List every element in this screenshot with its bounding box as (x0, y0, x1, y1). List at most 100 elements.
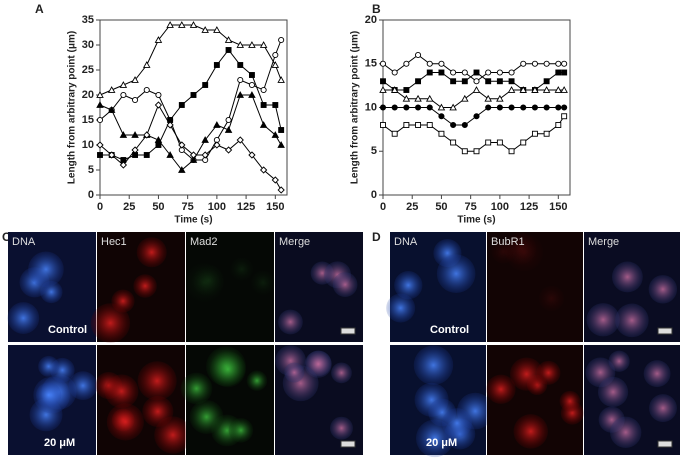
panel-label: A (35, 2, 44, 16)
point (379, 86, 387, 93)
point (201, 26, 209, 33)
point (519, 86, 528, 93)
point (120, 91, 127, 99)
point (131, 76, 139, 83)
x-tick-label: 75 (465, 201, 477, 213)
cell-blob (612, 261, 643, 293)
point (189, 151, 198, 159)
x-tick-label: 25 (406, 201, 418, 213)
point (461, 78, 468, 85)
point (213, 141, 221, 149)
cell-blob (142, 395, 174, 428)
micrograph: BubR1 (487, 232, 583, 342)
point (415, 51, 422, 59)
plot-frame (99, 19, 288, 196)
point (132, 96, 139, 104)
point (237, 62, 244, 68)
point (437, 103, 446, 111)
cell-blob (648, 275, 678, 304)
cell-blob (394, 271, 423, 300)
point (403, 104, 410, 111)
cell-blob (608, 350, 630, 372)
column-label: Merge (279, 236, 310, 248)
micrograph (8, 345, 98, 455)
cell-blob (538, 285, 565, 312)
point (450, 139, 457, 146)
series (379, 51, 568, 85)
column-label: Mad2 (190, 236, 218, 248)
cell-blob (331, 362, 352, 384)
cell-blob (504, 232, 537, 265)
cell-blob (559, 390, 581, 412)
y-axis-label: Length from arbitrary point (μm) (350, 31, 361, 184)
cell-blob (413, 345, 454, 385)
point (531, 130, 538, 137)
point (555, 69, 562, 76)
cell-blob (615, 303, 649, 338)
cell-blob (513, 414, 548, 449)
point (178, 166, 186, 173)
x-tick-label: 50 (435, 201, 447, 213)
point (426, 104, 433, 111)
x-tick-label: 100 (491, 201, 509, 213)
column-label: Hec1 (101, 236, 127, 248)
x-axis-label: Time (s) (174, 215, 212, 226)
point (554, 86, 563, 93)
point (96, 91, 104, 98)
y-tick-label: 5 (371, 145, 377, 157)
series-line (382, 54, 565, 82)
micrograph (275, 345, 363, 455)
point (508, 78, 515, 85)
point (154, 36, 163, 43)
series (96, 36, 285, 164)
micrograph: Hec1 (90, 232, 185, 343)
y-tick-label: 0 (88, 189, 94, 201)
series (379, 104, 568, 129)
point (414, 94, 422, 102)
point (272, 102, 279, 108)
point (438, 69, 445, 76)
point (248, 151, 256, 159)
cell-blob (104, 374, 139, 409)
point (461, 69, 468, 76)
panel-label: B (372, 2, 381, 16)
point (555, 60, 562, 67)
point (496, 139, 503, 146)
y-axis-label: Length from arbitrary point (μm) (67, 31, 78, 184)
y-tick-label: 10 (365, 101, 377, 113)
micrograph (584, 345, 680, 455)
scale-bar (657, 327, 673, 335)
micrograph: DNA (386, 232, 486, 342)
panel-label: D (372, 230, 381, 244)
point (403, 87, 410, 93)
x-tick-label: 0 (97, 201, 103, 213)
cell-blob (136, 237, 167, 268)
cell-blob (649, 394, 677, 423)
x-tick-label: 75 (182, 201, 194, 213)
point (201, 136, 209, 143)
point (543, 78, 550, 85)
point (259, 41, 268, 48)
point (119, 161, 128, 169)
point (561, 113, 568, 120)
point (155, 91, 162, 99)
point (155, 142, 162, 148)
point (450, 69, 457, 76)
point (415, 122, 422, 128)
x-tick-label: 0 (380, 201, 386, 213)
series (96, 21, 285, 98)
point (461, 148, 468, 155)
point (166, 121, 174, 129)
point (438, 130, 445, 137)
series (96, 101, 285, 194)
point (485, 69, 492, 76)
micrograph (180, 345, 274, 455)
point (426, 60, 433, 67)
cell-blob (246, 370, 268, 391)
cell-blob (68, 371, 98, 401)
point (131, 131, 139, 138)
point (390, 86, 399, 93)
point (272, 51, 279, 59)
x-axis-label: Time (s) (457, 215, 495, 226)
row-label: 20 μM (44, 437, 75, 449)
